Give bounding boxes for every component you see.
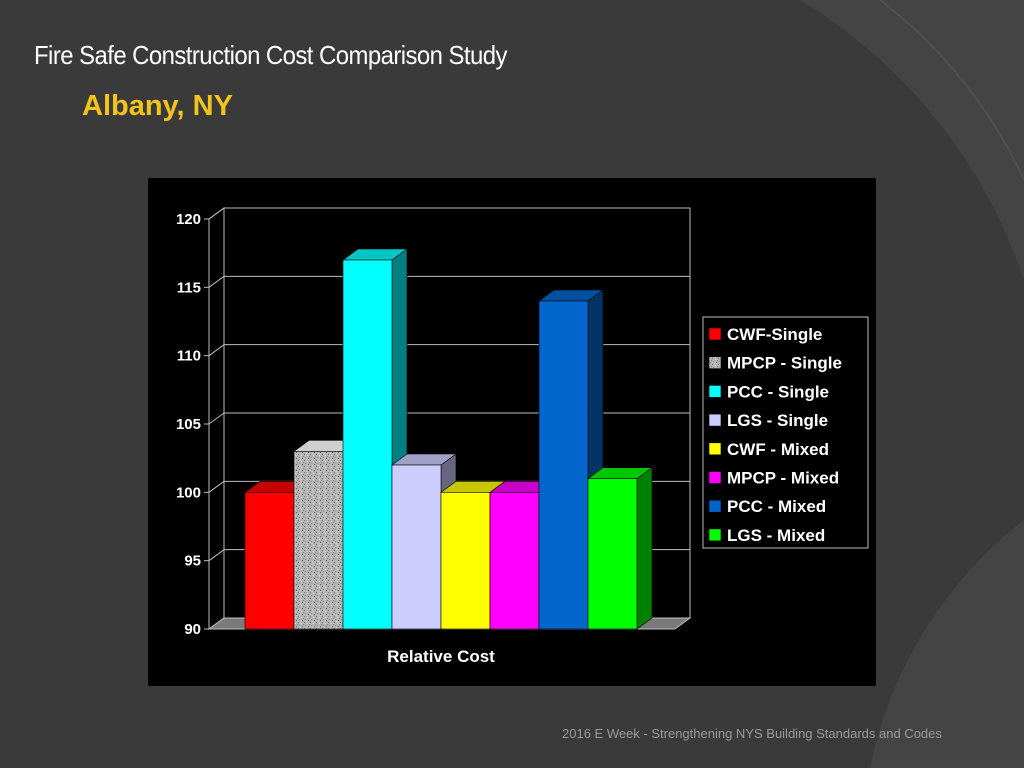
- y-tick-label: 95: [184, 553, 201, 570]
- y-tick-label: 90: [184, 621, 201, 638]
- slide-title: Fire Safe Construction Cost Comparison S…: [34, 40, 507, 70]
- legend-box: [702, 316, 869, 549]
- legend-label: LGS - Mixed: [727, 526, 825, 545]
- chart-panel: 90 95 100 105 110 115 120 Relative Cost CWF-Sing…: [148, 178, 876, 686]
- y-tick-label: 115: [177, 279, 201, 296]
- gridline-side: [208, 549, 225, 562]
- legend-swatch: [708, 385, 722, 398]
- bar-pcc-mixed: [538, 300, 589, 630]
- y-tick-label: 110: [177, 348, 201, 365]
- bar-lgs-mixed: [587, 478, 638, 630]
- bar-mpcp-single: [293, 451, 344, 630]
- y-tick-label: 120: [176, 211, 201, 228]
- legend-label: PCC - Mixed: [727, 497, 826, 516]
- x-axis-label: Relative Cost: [387, 647, 495, 666]
- legend-swatch: [708, 471, 722, 484]
- bg-arc-line: [879, 0, 1024, 181]
- bar-mpcp-mixed: [489, 492, 540, 630]
- bar-cwf-single: [244, 492, 295, 630]
- gridline-side: [208, 275, 225, 288]
- gridline-side: [208, 207, 225, 220]
- bg-arc-shape: [800, 0, 1024, 280]
- bg-arc-shape-bottom: [870, 520, 1024, 768]
- y-tick-label: 100: [176, 484, 201, 501]
- slide-footer: 2016 E Week - Strengthening NYS Building…: [562, 726, 942, 741]
- legend-label: MPCP - Single: [727, 354, 842, 373]
- slide-subtitle: Albany, NY: [82, 90, 233, 122]
- legend-label: PCC - Single: [727, 382, 829, 401]
- legend-swatch: [708, 413, 722, 427]
- bar-pcc-single: [342, 259, 393, 630]
- legend-swatch: [708, 356, 722, 369]
- legend-label: LGS - Single: [727, 411, 828, 430]
- gridline-side: [208, 480, 225, 493]
- y-tick-label: 105: [176, 416, 201, 433]
- legend-swatch: [708, 528, 722, 542]
- legend-label: CWF - Mixed: [727, 440, 829, 459]
- legend-label: MPCP - Mixed: [727, 469, 839, 488]
- bar-lgs-single: [391, 464, 442, 630]
- legend-swatch: [708, 327, 722, 341]
- gridline-side: [208, 344, 225, 357]
- legend-label: CWF-Single: [727, 325, 822, 344]
- bar-side: [636, 467, 653, 630]
- gridline-side: [208, 412, 225, 425]
- bar-cwf-mixed: [440, 492, 491, 630]
- bar-chart: 90 95 100 105 110 115 120 Relative Cost CWF-Sing…: [176, 207, 869, 666]
- legend-swatch: [708, 442, 722, 456]
- legend-swatch: [708, 499, 722, 513]
